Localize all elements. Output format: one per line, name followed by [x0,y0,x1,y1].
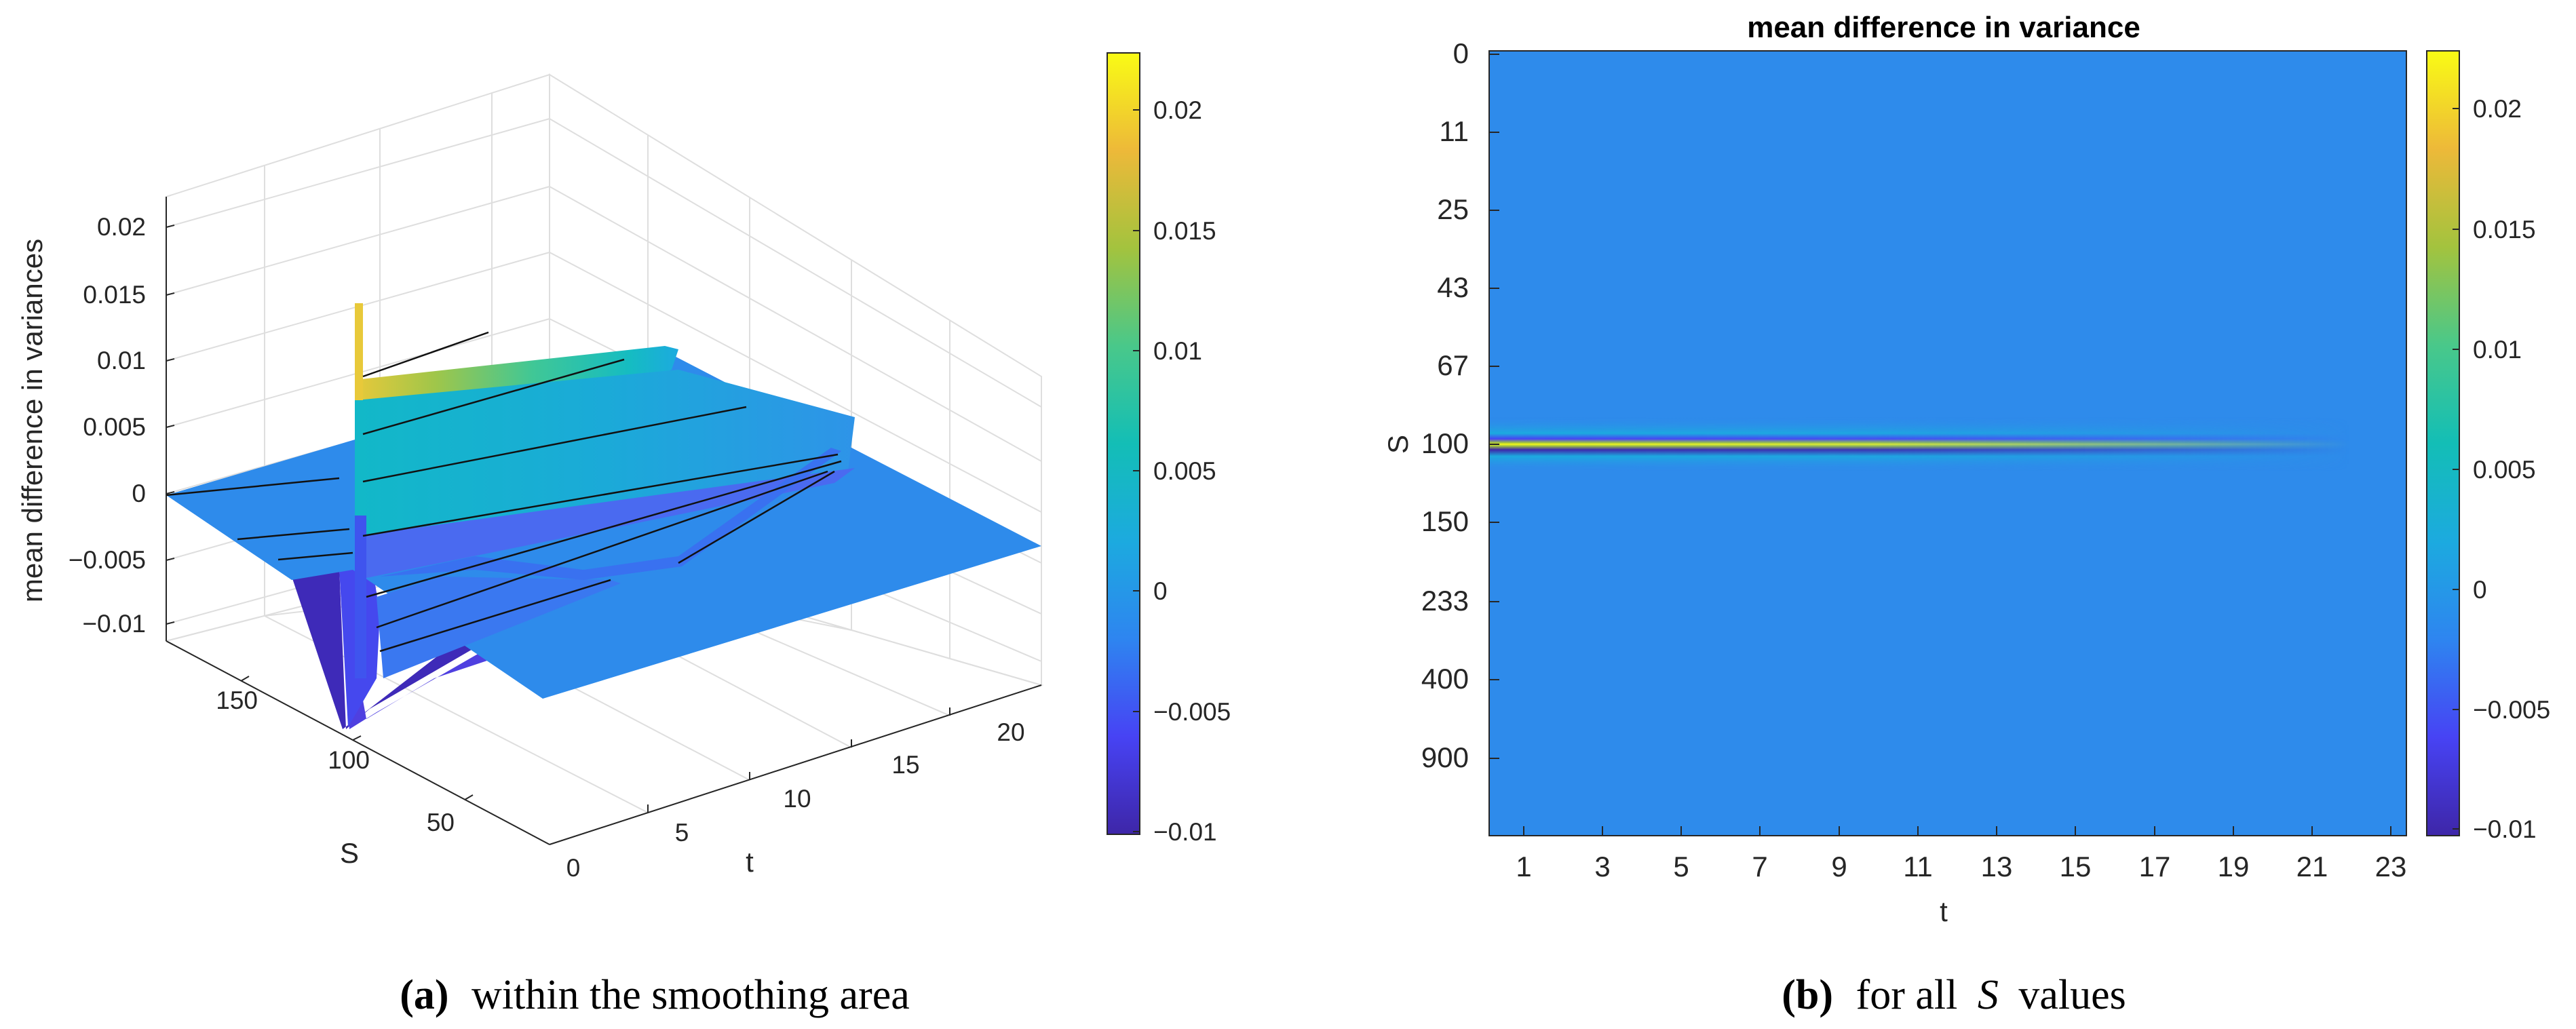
heatmap-y-tick: 400 [1421,663,1469,695]
colorbar-left-tick: 0.01 [1153,337,1202,365]
colorbar-left-tick: 0.005 [1153,457,1216,485]
heatmap-x-tick: 19 [2218,851,2250,882]
heatmap-y-tick: 0 [1453,37,1469,69]
t-tick-label: 5 [675,819,689,847]
colorbar-left-tick: 0.02 [1153,96,1202,124]
colorbar-left-tick: −0.01 [1153,818,1217,846]
cyan-sheet [356,370,855,536]
heatmap-y-tick: 11 [1439,115,1469,147]
surface-mesh [166,303,1041,729]
heatmap-plot: mean difference in variance 0 11 25 43 6… [1382,11,2407,927]
heatmap-y-tick: 43 [1437,271,1469,303]
caption-b-var: S [1978,972,1999,1018]
heatmap-x-tick: 23 [2375,851,2407,882]
colorbar-right-tick: −0.005 [2473,696,2550,724]
colorbar-right-tick: 0.02 [2473,95,2522,123]
t-tick-label: 10 [783,785,811,813]
z-axis-label: mean difference in variances [16,239,48,602]
z-tick-label: 0.015 [83,281,146,309]
surface-plot: 0.02 0.015 0.01 0.005 0 −0.005 −0.01 mea… [16,73,1044,882]
heatmap-title: mean difference in variance [1747,11,2140,44]
s-axis-label: S [340,837,359,869]
z-tick-label: 0 [132,480,146,507]
t-axis: 0 5 10 15 20 t [549,684,1042,882]
ridge-band [356,468,855,578]
colorbar-left-tick: 0.015 [1153,217,1216,245]
colorbar-right-tick: 0 [2473,576,2487,604]
heatmap-x-tick: 17 [2139,851,2171,882]
t-tick-label: 20 [997,718,1024,746]
trough-mid [339,570,516,729]
contour-lines [166,331,842,653]
heatmap-x-tick: 5 [1673,851,1689,882]
t-tick-label: 0 [566,854,581,882]
heatmap-y-tick: 100 [1421,427,1469,459]
z-tick-label: 0.02 [97,213,146,241]
heatmap-x-tick: 1 [1516,851,1531,882]
colorbar-right-tick: −0.01 [2473,815,2537,843]
heatmap-y-tick: 25 [1437,193,1469,225]
t-axis-label: t [746,846,754,878]
caption-b-pre: for all [1856,972,1958,1018]
heatmap-x-tick: 21 [2296,851,2328,882]
colorbar-right-tick: 0.005 [2473,456,2536,484]
z-tick-label: 0.01 [97,347,146,374]
heatmap-y-tick: 67 [1437,349,1469,381]
caption-b: (b) for all S values [1782,972,2126,1018]
s-tick-label: 50 [427,809,455,836]
caption-b-label: (b) [1782,972,1833,1018]
s-axis: 150 100 50 S [166,640,550,869]
caption-b-post: values [2018,972,2126,1018]
s-tick-label: 150 [216,686,258,714]
heatmap-frame [1488,50,2407,836]
colorbar-right-tick: 0.01 [2473,336,2522,364]
colorbar-right-tick: 0.015 [2473,216,2536,244]
heatmap-y-label: S [1382,435,1414,454]
front-sheet [377,577,621,678]
heatmap-x-tick: 15 [2060,851,2092,882]
trough-dark [285,556,475,729]
heatmap-band [1489,417,2351,471]
heatmap-x-tick: 13 [1981,851,2013,882]
heatmap-x-tick: 7 [1752,851,1767,882]
s-tick-label: 100 [328,746,370,774]
colorbar-right: 0.02 0.015 0.01 0.005 0 −0.005 −0.01 [2426,50,2550,843]
heatmap-x-tick: 9 [1831,851,1847,882]
colorbar-left-tick: −0.005 [1153,698,1231,726]
colorbar-left-gradient [1107,52,1140,835]
z-tick-label: −0.01 [82,610,146,638]
z-tick-label: 0.005 [83,413,146,441]
heatmap-y-tick: 150 [1421,505,1469,537]
z-tick-label: −0.005 [69,546,146,574]
colorbar-left: 0.02 0.015 0.01 0.005 0 −0.005 −0.01 [1107,52,1231,846]
heatmap-y-tick: 900 [1421,741,1469,773]
heatmap-x-tick: 11 [1903,851,1933,882]
caption-a-text: within the smoothing area [472,972,910,1018]
caption-a-label: (a) [400,972,448,1018]
heatmap-x-tick: 3 [1594,851,1610,882]
colorbar-left-tick: 0 [1153,577,1168,605]
colorbar-right-gradient [2426,50,2460,836]
t-tick-label: 15 [891,751,919,779]
heatmap-x-label: t [1940,895,1948,927]
caption-a: (a) within the smoothing area [400,972,910,1018]
z-axis: 0.02 0.015 0.01 0.005 0 −0.005 −0.01 mea… [16,197,175,641]
heatmap-y-tick: 233 [1421,585,1469,617]
